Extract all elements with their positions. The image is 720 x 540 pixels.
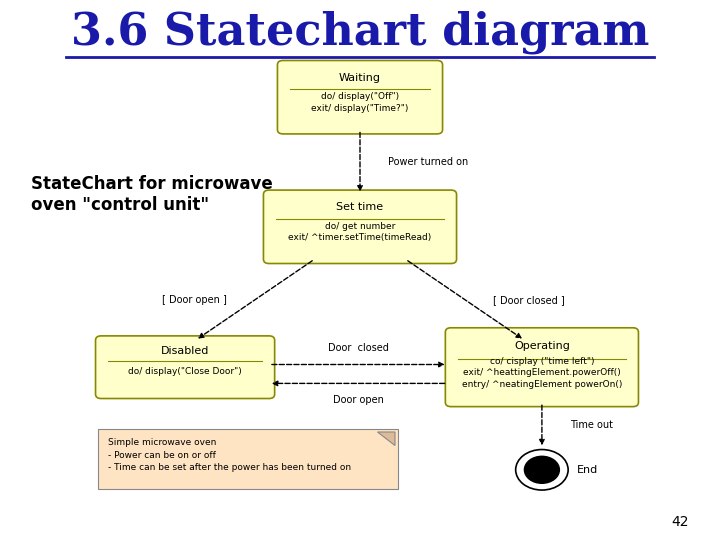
FancyBboxPatch shape (277, 60, 443, 134)
FancyBboxPatch shape (446, 328, 639, 407)
Circle shape (524, 456, 559, 483)
Text: do/ display("Off")
exit/ display("Time?"): do/ display("Off") exit/ display("Time?"… (311, 92, 409, 113)
Text: [ Door closed ]: [ Door closed ] (493, 295, 564, 305)
FancyBboxPatch shape (264, 190, 456, 264)
Polygon shape (377, 432, 395, 445)
Text: Operating: Operating (514, 341, 570, 351)
Text: Set time: Set time (336, 202, 384, 212)
FancyBboxPatch shape (98, 429, 398, 489)
Text: do/ get number
exit/ ^timer.setTime(timeRead): do/ get number exit/ ^timer.setTime(time… (289, 221, 431, 242)
Text: End: End (577, 465, 598, 475)
Text: Door open: Door open (333, 395, 384, 406)
Text: Power turned on: Power turned on (388, 157, 468, 167)
Text: 42: 42 (671, 515, 689, 529)
Text: co/ cisplay ("time left")
exit/ ^heattingElement.powerOff()
entry/ ^neatingEleme: co/ cisplay ("time left") exit/ ^heattin… (462, 356, 622, 389)
Text: [ Door open ]: [ Door open ] (162, 295, 227, 305)
Text: do/ display("Close Door"): do/ display("Close Door") (128, 367, 242, 376)
Text: Waiting: Waiting (339, 73, 381, 83)
Text: 3.6 Statechart diagram: 3.6 Statechart diagram (71, 11, 649, 54)
FancyBboxPatch shape (96, 336, 274, 399)
Text: Simple microwave oven
- Power can be on or off
- Time can be set after the power: Simple microwave oven - Power can be on … (108, 438, 351, 472)
Text: StateChart for microwave
oven "control unit": StateChart for microwave oven "control u… (31, 175, 273, 214)
Text: Time out: Time out (570, 420, 613, 430)
Text: Disabled: Disabled (161, 346, 210, 356)
Text: Door  closed: Door closed (328, 342, 389, 353)
